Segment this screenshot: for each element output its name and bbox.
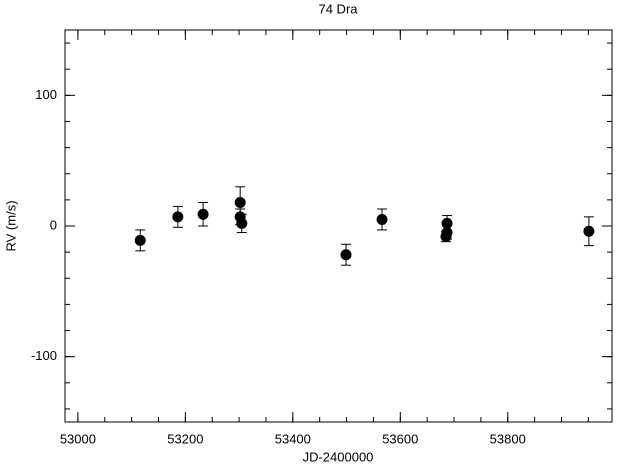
chart-title: 74 Dra [318,1,358,16]
x-tick-label: 53000 [60,431,96,446]
point [376,213,388,225]
x-tick-label: 53600 [382,431,418,446]
point [197,208,209,220]
point [172,211,184,223]
y-tick-label: -100 [31,348,57,363]
point [134,234,146,246]
x-tick-label: 53400 [275,431,311,446]
y-axis-label: RV (m/s) [3,200,18,251]
point [440,230,452,242]
x-tick-label: 53200 [167,431,203,446]
point [583,225,595,237]
x-tick-label: 53800 [490,431,526,446]
point [236,217,248,229]
x-axis-label: JD-2400000 [303,449,374,464]
y-tick-label: 100 [35,87,57,102]
point [234,196,246,208]
plot-frame [64,29,613,423]
point [340,249,352,261]
y-tick-label: 0 [50,217,57,232]
